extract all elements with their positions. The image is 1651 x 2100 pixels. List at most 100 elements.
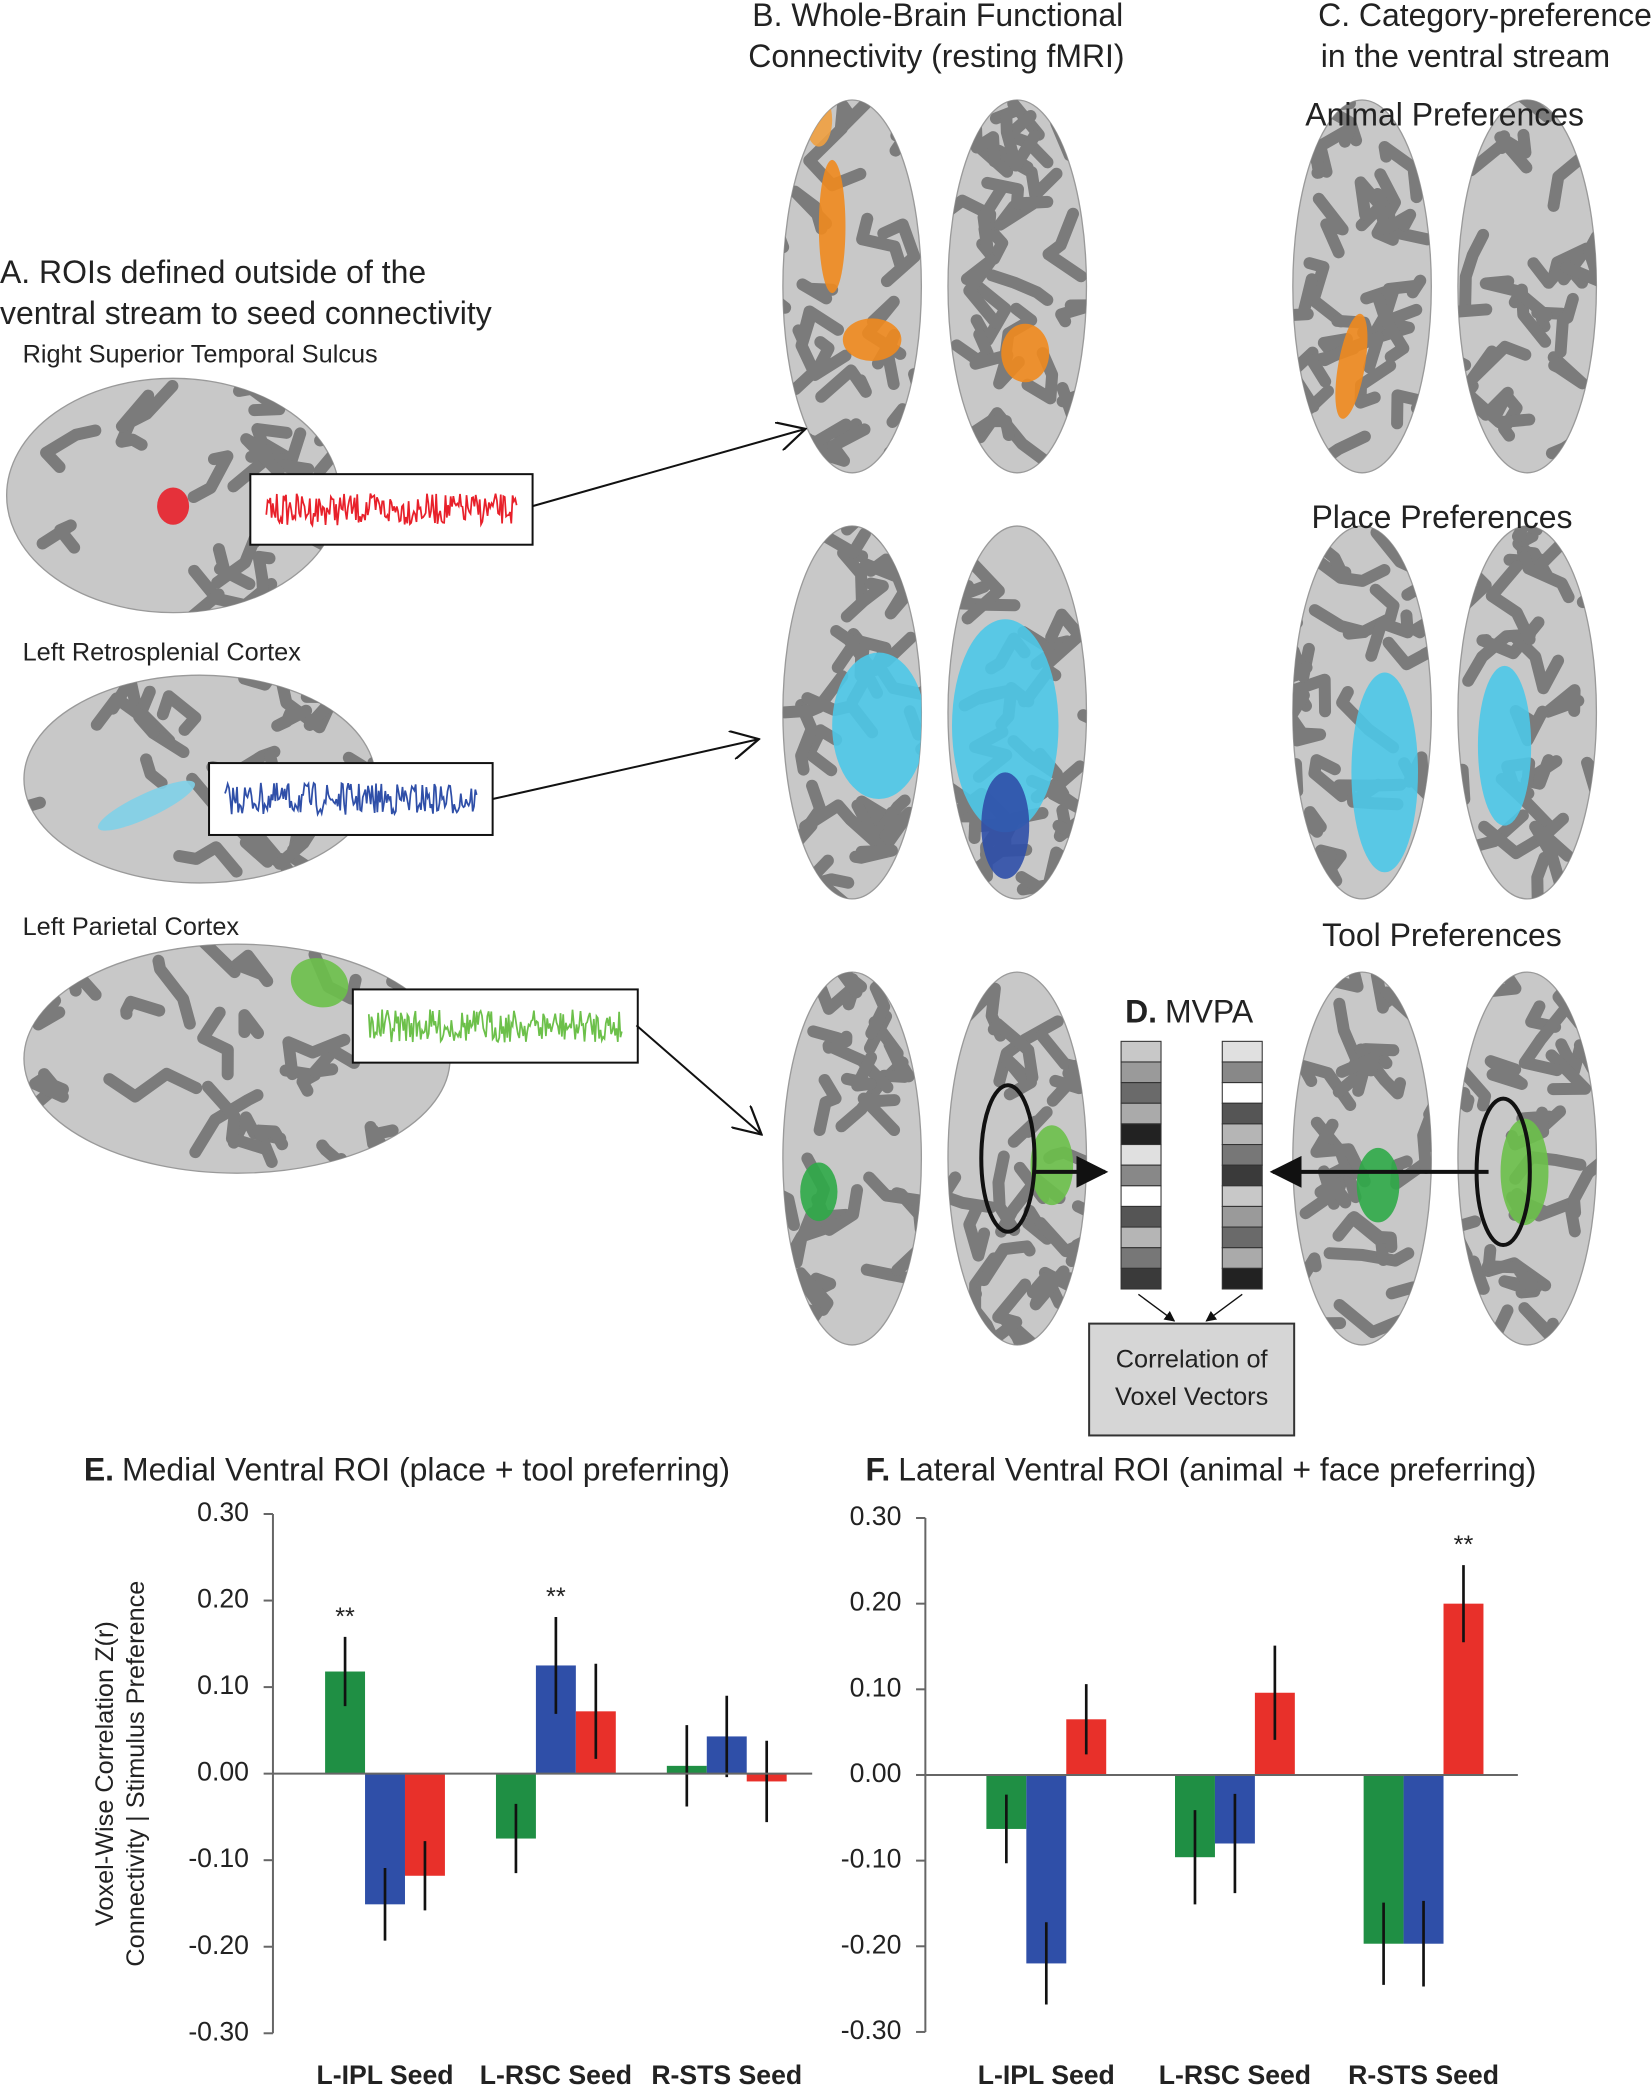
timeseries [265,493,518,528]
sulcus [1457,425,1481,473]
sulcus [115,380,179,433]
sulcus [1306,972,1364,993]
sulcus [782,972,811,996]
sulcus [233,382,286,417]
sulcus [32,977,66,1031]
sulcus [859,553,901,582]
sulcus [796,1207,833,1243]
sulcus [977,182,1008,256]
sulcus [977,1240,1036,1287]
sulci [947,526,1087,899]
activation [1030,1125,1074,1206]
sulcus [240,433,285,479]
voxel [1120,1247,1162,1269]
sulcus [1457,1255,1490,1318]
activation [1477,665,1532,826]
y-tick-label: -0.20 [841,1929,902,1959]
sulcus [173,841,243,878]
chart-title: E. Medial Ventral ROI (place + tool prefe… [84,1452,730,1488]
sulcus [1077,708,1087,747]
sulcus [308,1044,361,1078]
sulcus [1057,425,1087,466]
sulcus [999,1052,1037,1101]
sulcus [1335,1052,1380,1078]
panel-d-title: D. MVPA [1125,994,1254,1030]
y-tick-label: 0.30 [850,1501,902,1531]
sulcus [1026,1265,1070,1311]
sulcus [1292,1293,1313,1331]
sulcus [1457,415,1465,456]
sulcus [877,1038,915,1083]
activation [290,958,349,1008]
sulcus [1002,109,1054,169]
sulcus [782,289,792,328]
sulcus [960,254,1002,329]
sulcus [803,724,843,777]
seed-label: Left Parietal Cortex [23,913,240,941]
sulcus [782,972,802,1007]
voxel [1221,1205,1263,1228]
sulcus [1581,756,1597,795]
voxel [1221,1082,1263,1104]
significance: ** [1454,1531,1474,1559]
sulcus [963,415,1015,441]
sulcus [23,783,46,814]
sulcus [1459,228,1490,314]
y-tick-label: -0.20 [188,1930,249,1960]
sulcus [1354,359,1397,409]
map-label: Place Preferences [1311,499,1572,535]
sulcus [1457,1087,1475,1113]
sulcus [279,1064,321,1097]
voxel [1221,1123,1263,1146]
y-tick-label: -0.10 [188,1843,249,1873]
sulcus [1417,1097,1432,1174]
y-axis-label: Connectivity | Stimulus Preference [122,1581,150,1967]
sulcus [1457,849,1491,899]
panel-d-label: D. [1125,994,1157,1030]
x-tick-label: L-IPL Seed [316,2060,453,2090]
sulcus [271,704,313,732]
sulcus [1365,609,1414,662]
activation [157,487,190,525]
sulcus [1292,595,1303,637]
sulcus [1055,299,1087,328]
sulcus [886,403,922,462]
timeseries [224,780,478,818]
sulcus [1457,1304,1514,1345]
sulcus [152,954,196,1030]
voxel [1221,1040,1263,1063]
sulcus [23,678,50,721]
sulcus [1457,841,1468,899]
sulcus [1485,560,1536,646]
voxel [1120,1164,1162,1187]
sulcus [799,799,886,852]
sulcus [808,336,852,381]
panel-a-title: A. ROIs defined outside of the [0,254,426,290]
sulcus [238,675,288,691]
timeseries-box [208,762,494,836]
x-tick-label: L-RSC Seed [1159,2060,1311,2090]
arrow [635,1024,761,1134]
sulcus [1292,100,1308,131]
y-tick-label: -0.30 [841,2015,902,2045]
y-tick-label: 0.00 [197,1757,249,1787]
sulcus [1554,292,1579,358]
sulcus [1481,1260,1539,1293]
sulcus [857,1092,901,1137]
sulcus [1560,230,1597,287]
sulcus [1046,1072,1086,1107]
chart-title-text: Lateral Ventral ROI (animal + face prefe… [898,1452,1536,1488]
sulcus [251,423,293,463]
sulcus [981,176,1054,210]
activation [981,772,1030,879]
significance: ** [546,1583,566,1611]
seed-label: Right Superior Temporal Sulcus [23,340,378,368]
panel-c-title: C. Category-preferences [1318,0,1651,33]
sulcus [38,944,93,985]
sulcus [103,1067,203,1103]
sulcus [791,1301,824,1345]
sulcus [782,1220,808,1269]
sulcus [1580,1275,1597,1326]
voxel [1120,1102,1162,1125]
arrow [1205,1293,1243,1322]
